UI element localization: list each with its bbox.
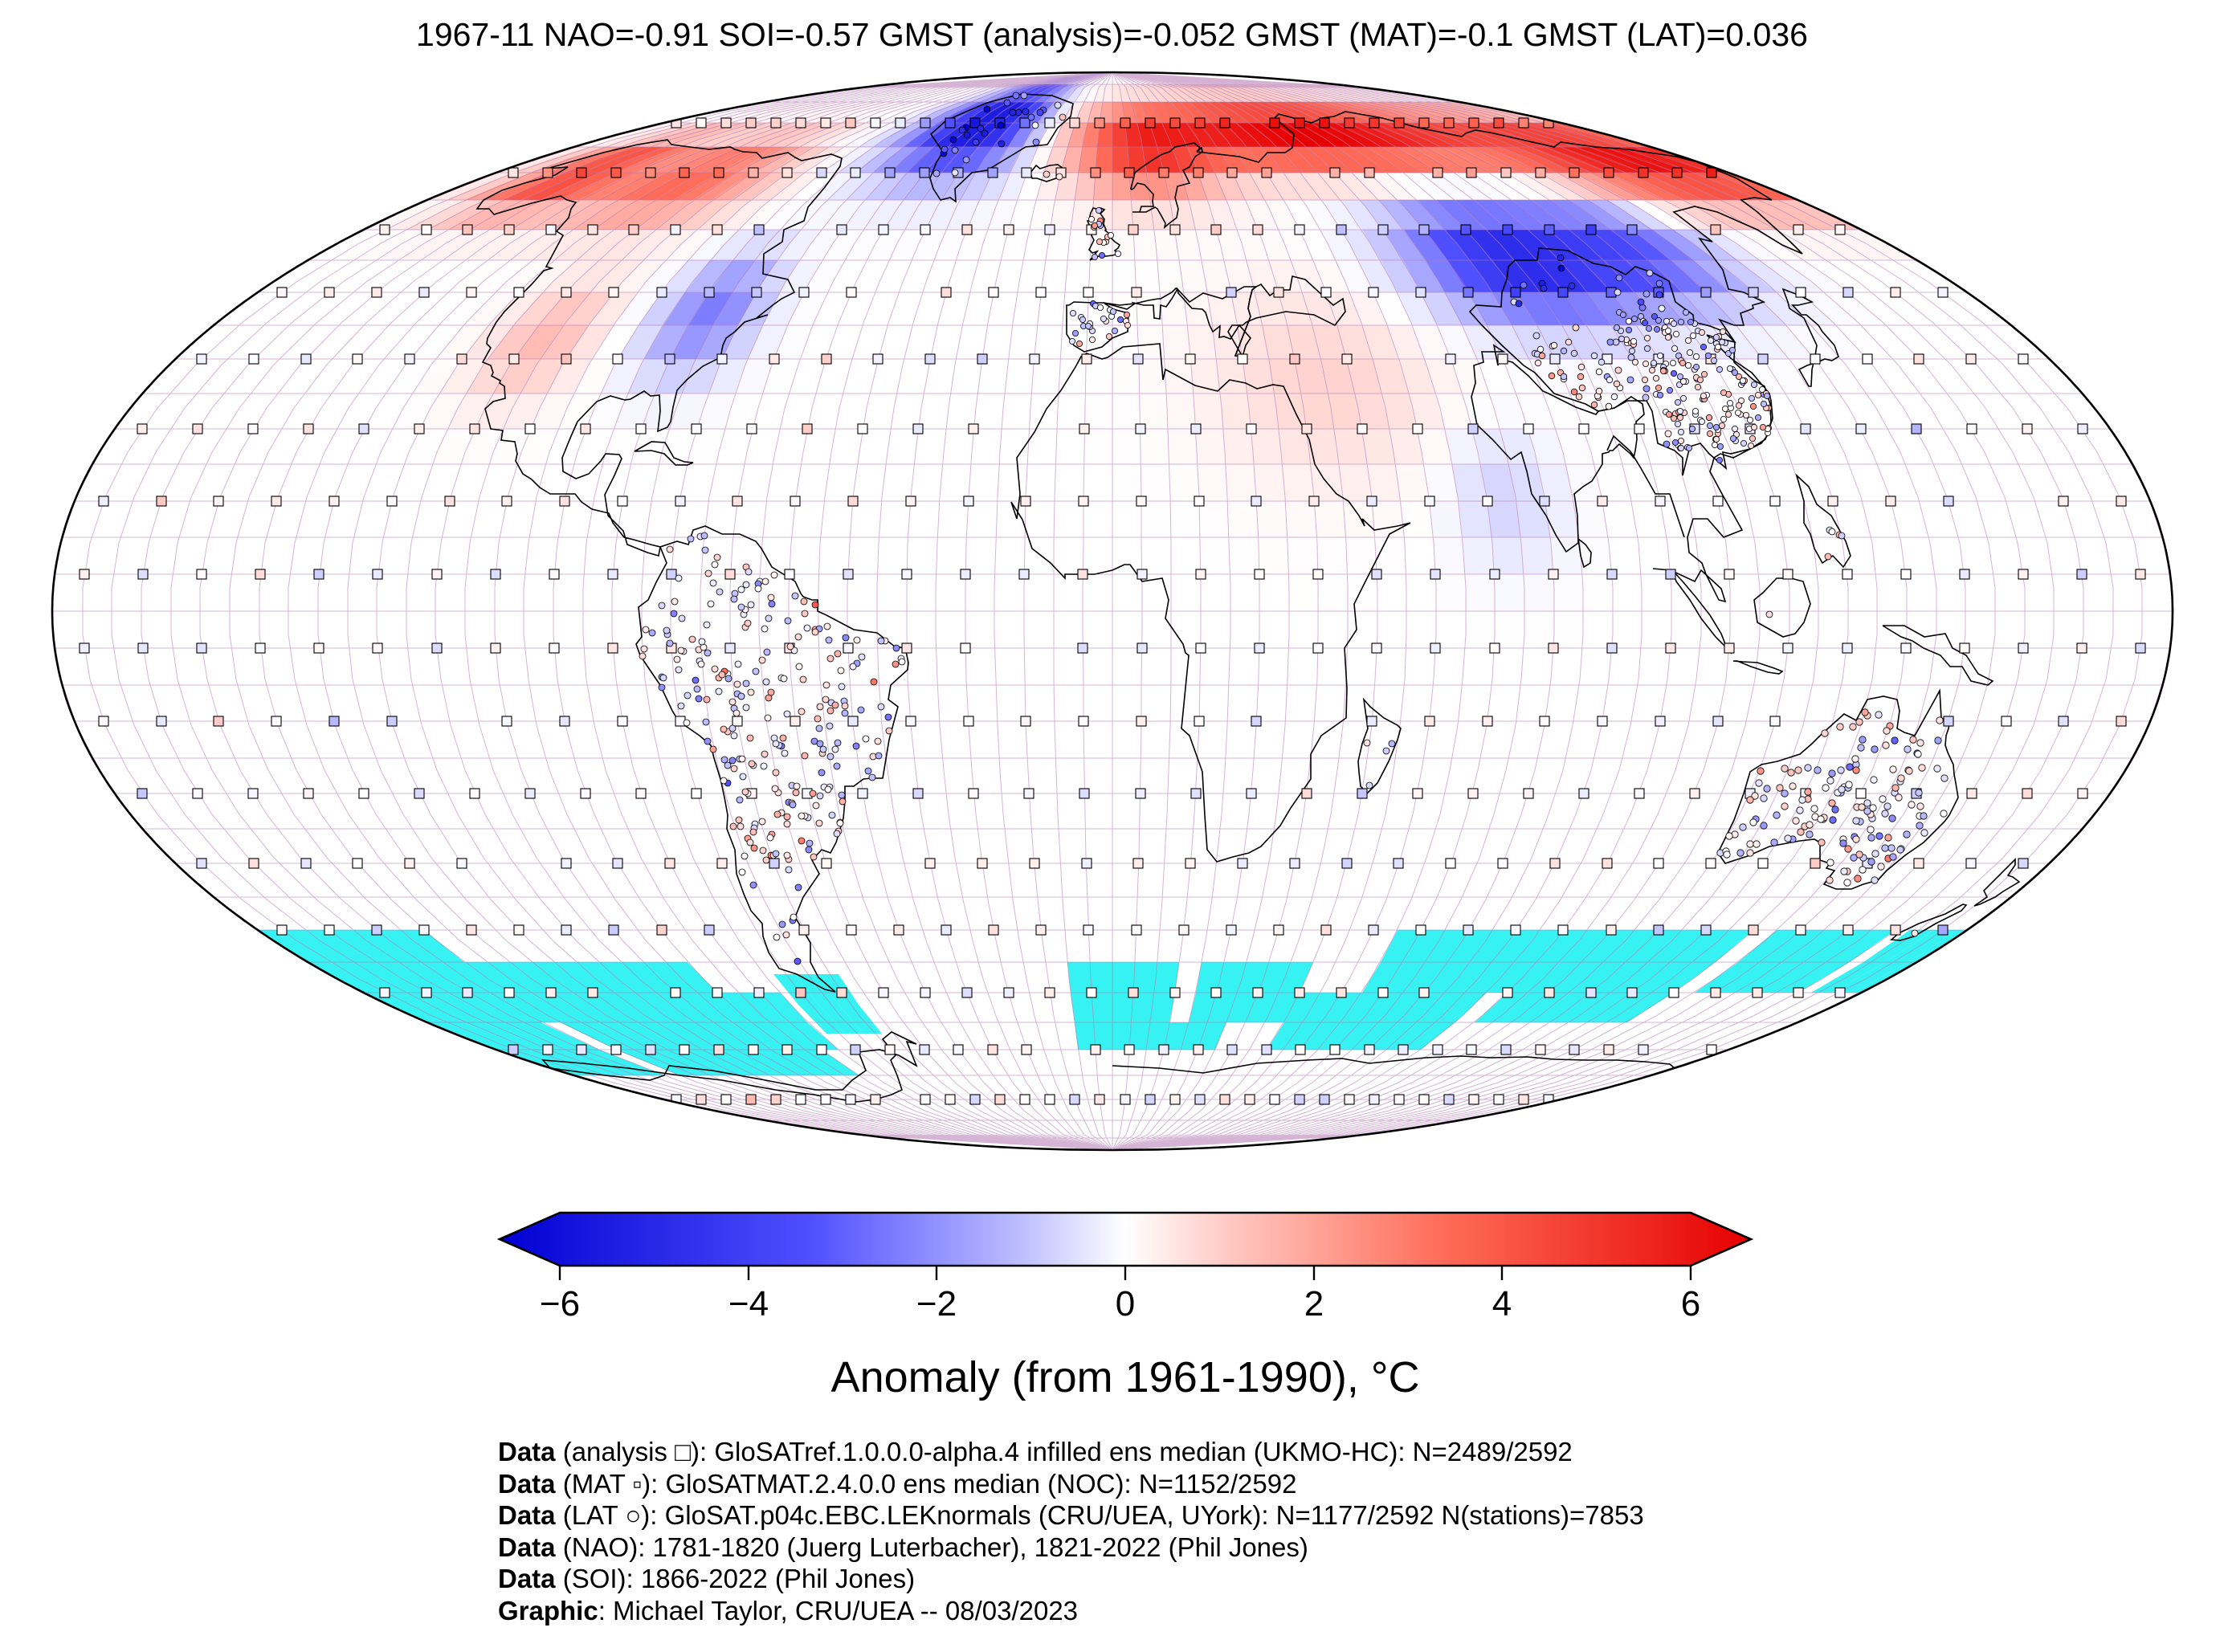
svg-text:6: 6 — [1681, 1284, 1700, 1324]
svg-text:−2: −2 — [916, 1284, 957, 1324]
svg-text:0: 0 — [1116, 1284, 1135, 1324]
svg-text:4: 4 — [1492, 1284, 1512, 1324]
svg-text:−6: −6 — [540, 1284, 580, 1324]
svg-text:−4: −4 — [728, 1284, 769, 1324]
svg-text:2: 2 — [1304, 1284, 1324, 1324]
svg-text:Anomaly (from 1961-1990), °C: Anomaly (from 1961-1990), °C — [831, 1353, 1420, 1401]
